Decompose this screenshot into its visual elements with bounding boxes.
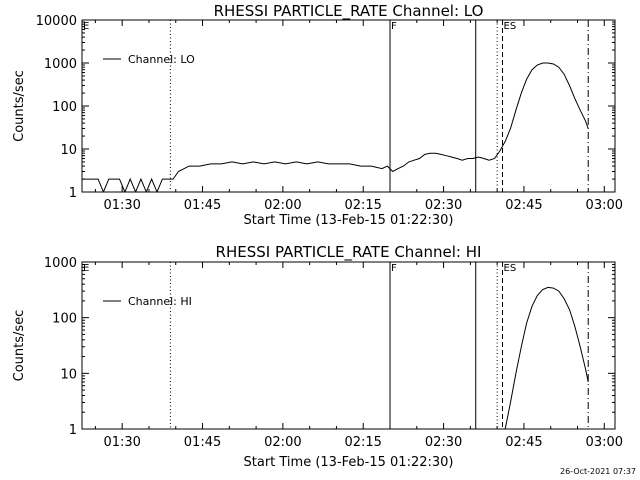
- x-tick-label: 02:45: [505, 198, 542, 213]
- y-axis-label: Counts/sec: [12, 70, 27, 142]
- y-tick-label: 10000: [36, 14, 77, 29]
- x-tick-label: 03:00: [586, 198, 623, 213]
- x-tick-label: 01:30: [103, 435, 140, 450]
- y-tick-label: 100: [52, 100, 77, 115]
- x-tick-label: 01:45: [184, 435, 221, 450]
- footer-timestamp: 26-Oct-2021 07:37: [560, 467, 636, 476]
- series-line: [82, 62, 589, 192]
- x-tick-label: 02:30: [425, 198, 462, 213]
- y-tick-label: 10: [60, 367, 77, 382]
- plot-frame: [81, 19, 616, 193]
- panel-hi: RHESSI PARTICLE_RATE Channel: HI 01:30 01:…: [12, 243, 623, 470]
- y-tick-label: 1: [69, 186, 77, 201]
- x-tick-label: 02:15: [344, 435, 381, 450]
- chart-title: RHESSI PARTICLE_RATE Channel: HI: [216, 243, 482, 262]
- x-axis-label: Start Time (13-Feb-15 01:22:30): [244, 455, 454, 470]
- x-tick-label: 03:00: [586, 435, 623, 450]
- y-axis-label: Counts/sec: [12, 310, 27, 382]
- x-tick-label: 02:00: [264, 198, 301, 213]
- series-line: [504, 286, 589, 429]
- marker-label: E: [83, 263, 89, 274]
- marker-label: ES: [504, 21, 517, 32]
- x-tick-label: 02:30: [425, 435, 462, 450]
- y-tick-label: 100: [52, 312, 77, 327]
- marker-label: F: [391, 263, 397, 274]
- marker-label: F: [391, 21, 397, 32]
- marker-label: ES: [504, 263, 517, 274]
- plot-frame: [81, 261, 616, 430]
- x-axis-label: Start Time (13-Feb-15 01:22:30): [244, 213, 454, 228]
- y-tick-label: 1000: [44, 256, 77, 271]
- legend-label: Channel: LO: [128, 53, 195, 66]
- marker-label: E: [83, 21, 89, 32]
- chart-title: RHESSI PARTICLE_RATE Channel: LO: [214, 2, 484, 21]
- x-tick-label: 01:45: [184, 198, 221, 213]
- legend-label: Channel: HI: [128, 295, 192, 308]
- y-tick-label: 1000: [44, 57, 77, 72]
- x-tick-label: 01:30: [103, 198, 140, 213]
- x-tick-label: 02:45: [505, 435, 542, 450]
- y-tick-label: 10: [60, 143, 77, 158]
- y-tick-label: 1: [69, 423, 77, 438]
- x-tick-label: 02:15: [344, 198, 381, 213]
- panel-lo: RHESSI PARTICLE_RATE Channel: LO 01:30 01:…: [12, 2, 623, 228]
- x-tick-label: 02:00: [264, 435, 301, 450]
